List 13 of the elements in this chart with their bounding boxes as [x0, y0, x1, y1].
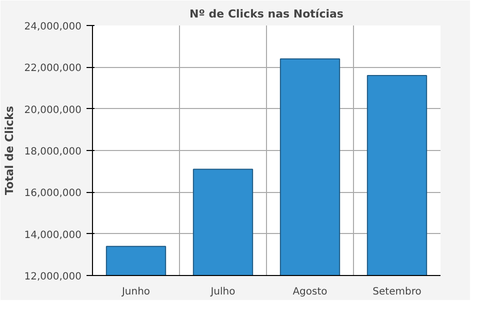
chart-title: Nº de Clicks nas Notícias — [190, 8, 344, 20]
y-tick-label: 16,000,000 — [24, 188, 82, 200]
x-tick-label: Setembro — [372, 286, 422, 298]
y-tick-label: 18,000,000 — [24, 146, 82, 158]
y-tick-label: 20,000,000 — [24, 104, 82, 116]
y-tick-label: 24,000,000 — [24, 22, 82, 32]
y-tick-label: 22,000,000 — [24, 63, 82, 74]
x-tick-label: Agosto — [292, 286, 328, 298]
x-tick-label: Junho — [120, 286, 150, 298]
x-tick-label: Julho — [210, 286, 236, 298]
y-axis-title: Total de Clicks — [3, 106, 16, 196]
y-tick-label: 12,000,000 — [24, 272, 82, 282]
y-tick-label: 14,000,000 — [24, 230, 82, 241]
